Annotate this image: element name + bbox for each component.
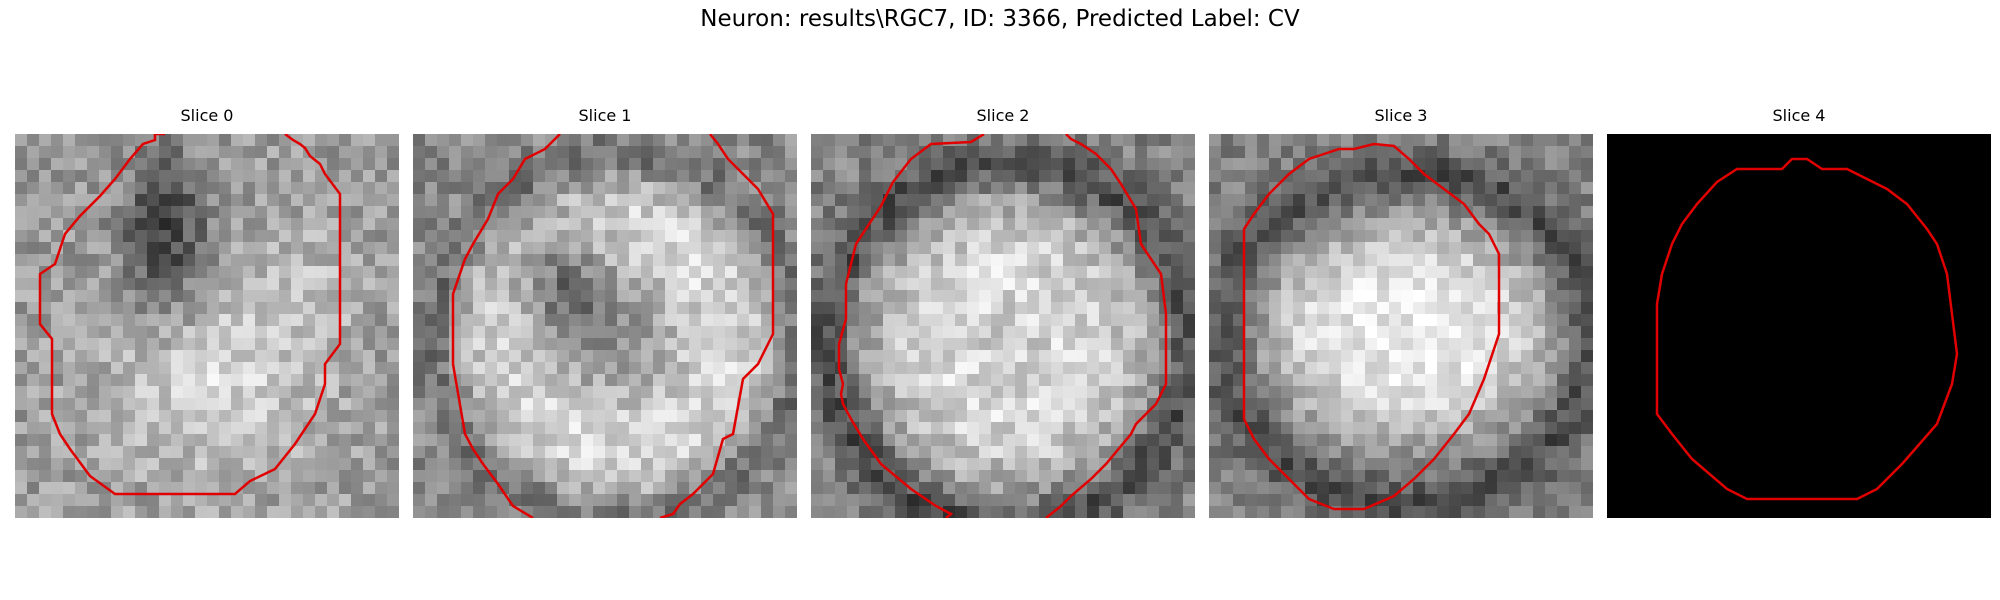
slice-panel-4: Slice 4	[1607, 106, 1991, 518]
slice-image-4	[1607, 134, 1991, 518]
slice-panel-2: Slice 2	[811, 106, 1195, 518]
cell-contour-outline	[1242, 142, 1501, 511]
cell-contour-outline	[451, 134, 775, 518]
cell-contour-outline	[38, 134, 342, 496]
pixel-grid	[15, 134, 399, 518]
slice-title: Slice 0	[180, 106, 234, 125]
cell-contour-outline	[837, 134, 1168, 518]
slice-title: Slice 2	[976, 106, 1030, 125]
slice-image-0	[15, 134, 399, 518]
slice-panel-3: Slice 3	[1209, 106, 1593, 518]
slice-title: Slice 3	[1374, 106, 1428, 125]
slice-panel-0: Slice 0	[15, 106, 399, 518]
pixel-grid	[1209, 134, 1593, 518]
slice-title: Slice 1	[578, 106, 632, 125]
pixel-grid	[811, 134, 1195, 518]
slice-image-2	[811, 134, 1195, 518]
cell-contour-outline	[1655, 157, 1959, 501]
figure-title: Neuron: results\RGC7, ID: 3366, Predicte…	[700, 6, 1300, 32]
slice-title: Slice 4	[1772, 106, 1826, 125]
slice-image-1	[413, 134, 797, 518]
image-background	[1607, 134, 1991, 518]
slice-image-3	[1209, 134, 1593, 518]
slice-panel-1: Slice 1	[413, 106, 797, 518]
pixel-grid	[413, 134, 797, 518]
